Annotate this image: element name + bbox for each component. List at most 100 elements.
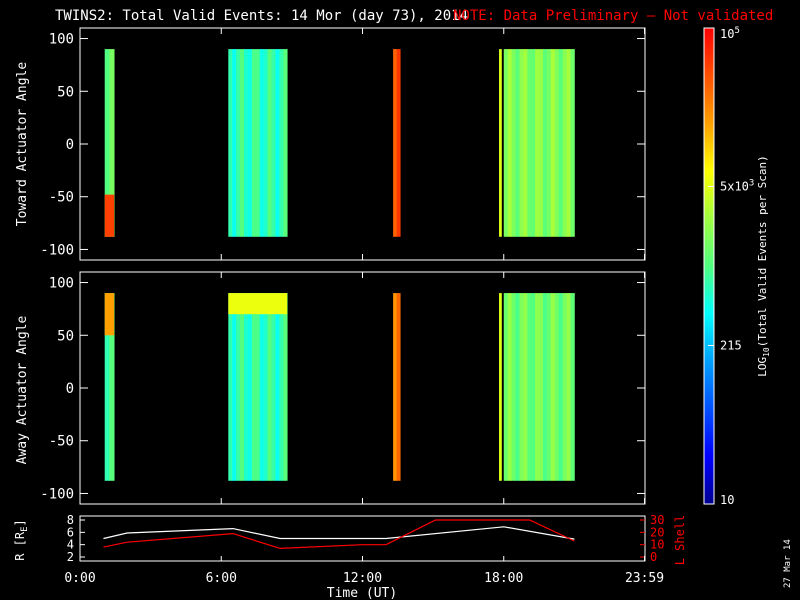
colorbar-tick-label-1: 215: [720, 338, 742, 352]
colorbar-tick-exponent: 5: [734, 26, 739, 36]
toward-ytick-label-1: 50: [57, 84, 74, 100]
toward-ytick-label-2: 0: [66, 137, 74, 153]
away-y-axis-label: Away Actuator Angle: [15, 315, 30, 464]
toward-scan-4-column-5: [523, 49, 528, 237]
away-scan-1-column-8: [259, 293, 265, 481]
toward-scan-1-column-14: [283, 49, 288, 237]
toward-scan-0-low-band: [104, 194, 115, 237]
toward-ytick-label-0: 100: [49, 32, 74, 48]
r-tick-label-2: 4: [67, 538, 74, 552]
toward-scan-0-column-0: [104, 49, 110, 237]
toward-scan-4-column-1: [507, 49, 512, 237]
toward-ytick-label-3: -50: [49, 190, 74, 206]
away-scan-4-column-0: [503, 293, 509, 481]
away-scan-0-column-1: [109, 293, 115, 481]
toward-scan-1-column-0: [228, 49, 233, 237]
away-scan-4-column-2: [511, 293, 516, 481]
away-scan-4-column-8: [535, 293, 540, 481]
toward-scan-4-column-16: [566, 49, 571, 237]
toward-scan-4-column-6: [527, 49, 532, 237]
r-tick-label-0: 8: [67, 513, 74, 527]
toward-scan-1-column-8: [259, 49, 265, 237]
date-stamp: 27 Mar 14: [783, 539, 793, 588]
away-scan-1-column-12: [275, 293, 280, 481]
time-tick-label-3: 18:00: [484, 571, 523, 586]
away-scan-1-column-3: [240, 293, 245, 481]
toward-scan-1-column-10: [267, 49, 272, 237]
away-scan-0-column-0: [104, 293, 110, 481]
r-axis-label: R [RE]: [13, 519, 30, 561]
toward-y-axis-label: Toward Actuator Angle: [15, 62, 30, 227]
away-scan-1-column-9: [263, 293, 268, 481]
lshell-line: [103, 519, 575, 550]
r-tick-label-3: 2: [67, 550, 74, 564]
chart-title: TWINS2: Total Valid Events: 14 Mor (day …: [55, 8, 468, 24]
away-scan-4-column-1: [507, 293, 512, 481]
away-scan-4-column-4: [519, 293, 524, 481]
lshell-tick-label-0: 30: [650, 513, 664, 527]
away-scan-4-column-9: [539, 293, 544, 481]
away-scan-2-column-0: [393, 293, 398, 481]
toward-scan-4-column-4: [519, 49, 524, 237]
away-heatmap-data: [104, 293, 575, 481]
toward-scan-1-column-9: [263, 49, 268, 237]
lshell-axis-label: L Shell: [673, 515, 687, 566]
colorbar: 10 215 5x103 105 LOG10(Total Valid Events p…: [703, 26, 771, 507]
toward-scan-1-column-5: [247, 49, 253, 237]
away-scan-4-column-7: [531, 293, 536, 481]
toward-scan-4-column-2: [511, 49, 516, 237]
lshell-tick-label-3: 0: [650, 550, 657, 564]
away-scan-1-column-4: [244, 293, 249, 481]
away-scan-4-column-11: [546, 293, 552, 481]
away-scan-4-column-10: [542, 293, 548, 481]
toward-scan-4-column-3: [515, 49, 520, 237]
colorbar-gradient: [704, 28, 714, 504]
away-scan-1-column-0: [228, 293, 233, 481]
toward-scan-2-column-0: [393, 49, 398, 237]
away-ytick-label-4: -100: [40, 486, 74, 502]
away-ytick-label-0: 100: [49, 276, 74, 292]
r-line: [103, 526, 575, 540]
away-scan-1-column-7: [255, 293, 261, 481]
toward-scan-4-column-0: [503, 49, 509, 237]
toward-scan-0-column-1: [109, 49, 115, 237]
away-scan-1-column-10: [267, 293, 272, 481]
toward-panel: 100 50 0 -50 -100 Toward Actuator Angle: [15, 27, 646, 261]
toward-heatmap-data: [104, 49, 575, 237]
away-scan-4-column-5: [523, 293, 528, 481]
lshell-tick-label-2: 10: [650, 538, 664, 552]
away-ytick-label-3: -50: [49, 434, 74, 450]
toward-scan-1-column-1: [232, 49, 237, 237]
away-scan-3-column-0: [499, 293, 502, 481]
toward-scan-1-column-6: [251, 49, 257, 237]
away-scan-1-column-5: [247, 293, 253, 481]
away-scan-1-column-6: [251, 293, 257, 481]
toward-scan-4-column-14: [558, 49, 564, 237]
toward-scan-2-column-1: [396, 49, 401, 237]
away-scan-4-column-3: [515, 293, 520, 481]
toward-scan-1-column-12: [275, 49, 280, 237]
away-scan-4-column-13: [554, 293, 560, 481]
time-tick-label-0: 0:00: [64, 571, 95, 586]
away-scan-1-column-11: [271, 293, 276, 481]
away-panel: 100 50 0 -50 -100 Away Actuator Angle: [15, 271, 646, 505]
time-tick-label-2: 12:00: [343, 571, 382, 586]
toward-scan-4-column-15: [562, 49, 567, 237]
toward-scan-1-column-3: [240, 49, 245, 237]
toward-ytick-label-4: -100: [40, 242, 74, 258]
toward-scan-4-column-17: [570, 49, 575, 237]
toward-scan-3-column-0: [499, 49, 502, 237]
away-y-ticks: 100 50 0 -50 -100: [40, 272, 646, 504]
away-scan-4-column-14: [558, 293, 564, 481]
toward-scan-1-column-7: [255, 49, 261, 237]
time-axis-ticks: 0:00 6:00 12:00 18:00 23:59: [64, 556, 664, 586]
toward-scan-1-column-11: [271, 49, 276, 237]
toward-scan-4-column-11: [546, 49, 552, 237]
toward-scan-4-column-13: [554, 49, 560, 237]
away-scan-4-column-17: [570, 293, 575, 481]
r-tick-label-1: 6: [67, 525, 74, 539]
colorbar-tick-label-3: 105: [720, 26, 740, 41]
away-scan-2-column-1: [396, 293, 401, 481]
